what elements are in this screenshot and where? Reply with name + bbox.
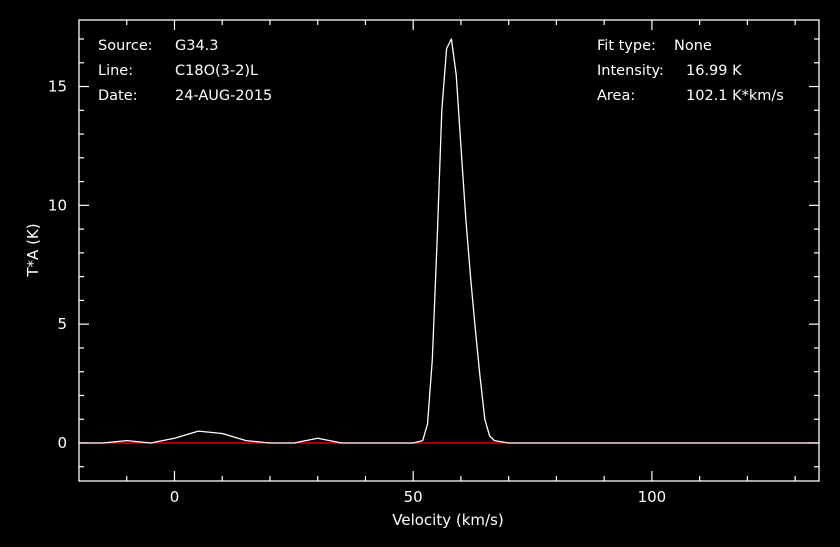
info-block-right: Fit type: None Intensity: 16.99 K Area: … xyxy=(597,38,784,104)
axis-ticks xyxy=(79,20,819,481)
y-axis-title: T*A (K) xyxy=(24,223,42,277)
info-source-value: G34.3 xyxy=(175,38,219,54)
x-axis-title: Velocity (km/s) xyxy=(392,511,503,529)
info-source-label: Source: xyxy=(98,38,153,54)
y-tick-label: 0 xyxy=(57,434,67,452)
info-line-label: Line: xyxy=(98,63,133,79)
info-area-value: 102.1 K*km/s xyxy=(686,88,784,104)
info-line-value: C18O(3-2)L xyxy=(175,63,258,79)
info-intensity-label: Intensity: xyxy=(597,63,664,79)
y-tick-label: 15 xyxy=(48,78,67,96)
axis-tick-labels: 0 50 100 0 5 10 15 xyxy=(48,78,666,506)
info-area-label: Area: xyxy=(597,88,635,104)
info-intensity-value: 16.99 K xyxy=(686,63,742,79)
info-block-left: Source: G34.3 Line: C18O(3-2)L Date: 24-… xyxy=(98,38,272,104)
plot-frame xyxy=(78,19,820,482)
x-tick-label: 100 xyxy=(638,488,667,506)
info-fit-type-value: None xyxy=(674,38,712,54)
y-tick-label: 5 xyxy=(57,315,67,333)
y-tick-label: 10 xyxy=(48,196,67,214)
info-fit-type-label: Fit type: xyxy=(597,38,656,54)
x-tick-label: 0 xyxy=(170,488,180,506)
spectrum-series-line xyxy=(79,38,819,444)
x-tick-label: 50 xyxy=(404,488,423,506)
info-date-value: 24-AUG-2015 xyxy=(175,88,272,104)
info-date-label: Date: xyxy=(98,88,138,104)
